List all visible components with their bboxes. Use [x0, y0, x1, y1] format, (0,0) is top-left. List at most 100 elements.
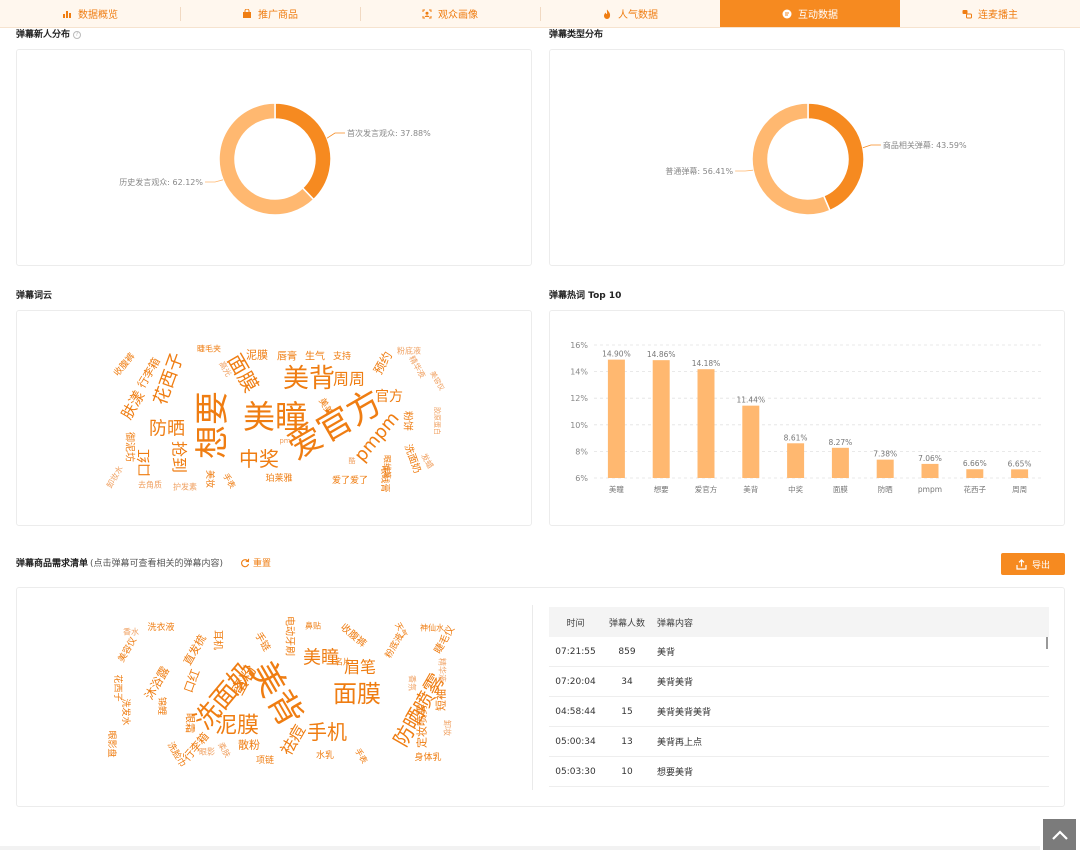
word-cloud-word[interactable]: 御泥坊	[124, 432, 137, 462]
word-cloud-word[interactable]: 精华液	[438, 658, 448, 682]
table-row[interactable]: 04:58:44 15 美背美背美背	[549, 697, 1049, 727]
bar[interactable]	[607, 359, 625, 478]
pie-slice[interactable]	[751, 102, 831, 216]
word-cloud-word[interactable]: 胶原蛋白	[433, 407, 442, 435]
word-cloud-word[interactable]: 收腹裤	[338, 621, 369, 650]
word-cloud-word[interactable]: 神仙水	[420, 623, 444, 633]
word-cloud-word[interactable]: 泥膜	[246, 349, 268, 362]
pie-slice[interactable]	[807, 102, 865, 212]
tab-6[interactable]: 连麦播主	[900, 0, 1080, 27]
word-cloud-word[interactable]: 洗面奶	[402, 443, 424, 475]
word-cloud-word[interactable]: 眼影	[199, 747, 215, 757]
word-cloud-word[interactable]: 短袖	[434, 689, 448, 711]
word-cloud-word[interactable]: 散粉	[238, 738, 260, 752]
table-row[interactable]: 07:20:04 34 美背美背	[549, 667, 1049, 697]
word-cloud-word[interactable]: 眼线膏	[379, 465, 391, 492]
bar[interactable]	[742, 405, 760, 478]
word-cloud-word[interactable]: 周周	[333, 370, 365, 389]
word-cloud-word[interactable]: 防晒	[149, 419, 185, 440]
table-row[interactable]: 05:03:30 10 想要美背	[549, 757, 1049, 787]
word-cloud-word[interactable]: 手链	[252, 630, 273, 654]
bar[interactable]	[787, 443, 805, 478]
word-cloud-word[interactable]: 面膜	[333, 680, 381, 708]
word-cloud-word[interactable]: 香水	[123, 627, 139, 637]
cell-count: 13	[621, 736, 633, 747]
word-cloud-word[interactable]: 眼影盘	[106, 730, 118, 757]
pie-slice[interactable]	[218, 102, 315, 216]
word-cloud-word[interactable]: 粉底液	[397, 346, 421, 356]
word-cloud-word[interactable]: 手表	[353, 746, 370, 765]
word-cloud-word[interactable]: 美容仪	[115, 635, 139, 664]
word-cloud-word[interactable]: 爱了爱了	[332, 475, 368, 486]
word-cloud-word[interactable]: 名片	[335, 657, 351, 667]
help-icon[interactable]: ?	[73, 30, 82, 39]
word-cloud-word[interactable]: 洗衣液	[147, 621, 174, 633]
word-cloud-word[interactable]: 生气	[305, 350, 325, 363]
word-cloud-word[interactable]: 洗发水	[120, 698, 132, 725]
word-cloud-word[interactable]: 耳机	[212, 630, 225, 650]
word-cloud-word[interactable]: 美瞳	[303, 648, 339, 669]
word-cloud-word[interactable]: 眼线笔	[383, 455, 393, 479]
table-scrollbar[interactable]	[1046, 637, 1048, 649]
word-cloud-word[interactable]: 电动牙刷	[284, 616, 297, 656]
word-cloud-word[interactable]: 手机	[307, 720, 347, 744]
table-row[interactable]: 05:00:34 13 美背再上点	[549, 727, 1049, 757]
tab-1[interactable]: 数据概览	[0, 0, 180, 27]
bar[interactable]	[1011, 469, 1029, 478]
word-cloud-word[interactable]: 口红	[137, 449, 153, 477]
bar[interactable]	[966, 469, 984, 478]
word-cloud-word[interactable]: 去角质	[138, 480, 162, 490]
word-cloud-word[interactable]: 项链	[256, 754, 274, 766]
word-cloud-word[interactable]: 香氛	[408, 675, 418, 691]
word-cloud-word[interactable]: 精华液	[407, 354, 428, 380]
word-cloud-word[interactable]: 柔肤	[216, 740, 233, 759]
tab-5[interactable]: 互动数据	[720, 0, 900, 27]
word-cloud-word[interactable]: 中奖	[239, 447, 279, 471]
word-cloud-word[interactable]: 眼霜	[184, 713, 196, 733]
reset-button[interactable]: 重置	[240, 556, 271, 569]
word-cloud-word[interactable]: 支持	[333, 350, 351, 362]
bar[interactable]	[921, 463, 939, 478]
word-cloud-word[interactable]: 睫毛夹	[197, 344, 221, 354]
word-cloud-word[interactable]: 眉笔	[344, 658, 376, 677]
word-cloud-word[interactable]: 美瞳	[243, 398, 307, 436]
tab-4[interactable]: 人气数据	[540, 0, 720, 27]
tab-3[interactable]: 观众画像	[360, 0, 540, 27]
word-cloud-word[interactable]: 身体乳	[414, 751, 441, 763]
bar[interactable]	[697, 369, 715, 478]
word-cloud-word[interactable]: 酷	[349, 456, 356, 465]
word-cloud-word[interactable]: 珀莱雅	[265, 472, 292, 484]
word-cloud-word[interactable]: 预约	[370, 349, 395, 377]
word-cloud-word[interactable]: 花西子	[112, 674, 124, 701]
tab-2[interactable]: 推广商品	[180, 0, 360, 27]
word-cloud-word[interactable]: 护发素	[173, 482, 197, 492]
word-cloud-word[interactable]: 手表	[221, 471, 238, 490]
word-cloud-word[interactable]: 官方	[375, 389, 403, 405]
back-to-top-button[interactable]	[1043, 819, 1076, 850]
word-cloud-word[interactable]: 水乳	[316, 749, 334, 761]
word-cloud-word[interactable]: 口红	[180, 667, 202, 695]
word-cloud-word[interactable]: 直发梳	[180, 632, 209, 668]
word-cloud-word[interactable]: 泥膜	[215, 714, 259, 739]
word-cloud-word[interactable]: pm	[279, 437, 290, 445]
word-cloud-word[interactable]: 美背	[283, 364, 335, 394]
word-cloud-word[interactable]: 肤漾	[118, 388, 149, 423]
word-cloud-word[interactable]: 唇膏	[277, 350, 297, 363]
word-cloud-word[interactable]: 锦鲤	[156, 697, 168, 715]
word-cloud-word[interactable]: 美容仪	[428, 369, 446, 392]
bar[interactable]	[652, 360, 670, 478]
word-cloud-word[interactable]: 粉饼	[402, 411, 415, 431]
word-cloud-word[interactable]: 定妆喷雾	[415, 704, 429, 748]
bar[interactable]	[876, 459, 894, 478]
word-cloud-word[interactable]: 鼻贴	[305, 621, 321, 631]
bar[interactable]	[831, 447, 849, 478]
word-cloud-word[interactable]: 卸妆水	[104, 464, 125, 490]
word-cloud-word[interactable]: 抢到	[170, 441, 189, 473]
pie-slice[interactable]	[274, 102, 332, 201]
word-cloud-word[interactable]: 收腹裤	[111, 350, 138, 378]
word-cloud-word[interactable]: 想要	[193, 391, 233, 459]
word-cloud-word[interactable]: 美妆	[204, 470, 216, 488]
export-button[interactable]: 导出	[1001, 553, 1065, 575]
table-row[interactable]: 07:21:55 859 美背	[549, 637, 1049, 667]
word-cloud-word[interactable]: 卸妆	[443, 720, 453, 736]
